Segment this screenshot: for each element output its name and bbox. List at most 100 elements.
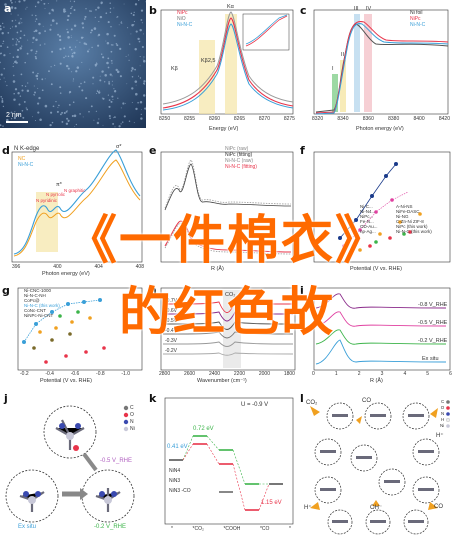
- x-axis-label: R (Å): [211, 266, 224, 272]
- annotation: IV: [366, 6, 372, 12]
- tick: 2400: [208, 371, 221, 377]
- legend-item: Ni-N-C (this work): [24, 303, 60, 308]
- tick: 8265: [233, 116, 246, 122]
- panel-k: k U = -0.9 V 0.41 eV 0.72 eV 1.15 eV NiN…: [149, 392, 297, 537]
- panel-label-g: g: [2, 284, 10, 297]
- tof-chart-f: [313, 151, 451, 263]
- legend-item: NiNPc-Ni-CNT: [24, 313, 54, 318]
- stem-image: [0, 0, 146, 128]
- annotation: CO₂: [225, 292, 236, 298]
- state-label: -0.2 V_RHE: [94, 524, 127, 530]
- legend-item: Ni-NG: [396, 214, 409, 219]
- legend-item: O: [130, 412, 134, 418]
- legend-item: NiN3 -CO: [169, 488, 191, 494]
- legend-item: Ni-N-C: [177, 22, 193, 28]
- legend-item: Ni-N-C (fitting): [225, 164, 257, 170]
- tick: 8250: [159, 116, 171, 122]
- legend-item: Ni-N-C (raw): [225, 158, 254, 164]
- x-axis-label: Potential (V vs. RHE): [40, 378, 92, 384]
- overlay-title-line2: 的红色故: [118, 282, 335, 343]
- legend-item: A-Ni-NS: [396, 204, 413, 209]
- panel-label-k: k: [149, 392, 157, 405]
- legend-item: O: [440, 405, 445, 410]
- ir-chart: [160, 287, 296, 371]
- legend-item: Ni-C...: [360, 204, 373, 209]
- legend-item: Ni-N-C: [410, 22, 426, 28]
- panel-h: h CO₂ CO -0.7V -0.6V -0.5V -0.4V -0.3V -…: [149, 282, 297, 388]
- xanes-chart: [313, 9, 449, 115]
- tick: -1.0: [121, 371, 130, 377]
- xes-chart: [160, 9, 294, 115]
- legend-item: NC: [18, 156, 26, 162]
- free-energy-diagram: [164, 397, 294, 525]
- panel-c: c Ni foil NiPc Ni-N-C I II III IV 8320 8…: [300, 0, 454, 140]
- legend-c: Ni foil NiPc Ni-N-C: [410, 10, 425, 28]
- legend-f-left: Ni-C... Ni-N4... NiPc... Fe-N... OD-Au..…: [360, 204, 378, 234]
- legend-d: NC Ni-N-C: [18, 156, 33, 168]
- legend-item: Ni-N4...: [360, 209, 376, 214]
- species-label: CO: [434, 504, 443, 510]
- panel-l: l CO₂ CO H⁺ H⁺ OH⁻ CO C O: [300, 392, 454, 537]
- panel-g: g Ni-CNC-1000 Ni-N-C-NH CoPc@ Ni-N-C (th…: [0, 282, 146, 388]
- species-label: OH⁻: [370, 505, 383, 511]
- exafs-chart: [160, 151, 294, 263]
- x-ticks-c: 8320 8340 8360 8380 8400 8420: [312, 116, 450, 122]
- annotation: CO: [255, 292, 264, 298]
- legend-item: C: [130, 405, 134, 411]
- legend-item: NiPc: [410, 16, 421, 22]
- tick: 8400: [413, 116, 425, 122]
- potential-label: -0.5V: [165, 318, 177, 324]
- legend-f: A-Ni-NS NiFe-DASC Ni-NG C-Zn-Ni ZIF-8 Ni…: [396, 204, 432, 234]
- legend-item: Fe-N...: [360, 219, 374, 224]
- step-label: *CO₂: [192, 526, 204, 532]
- step-label: *COOH: [223, 526, 241, 532]
- panel-label-d: d: [2, 144, 10, 157]
- species-label: CO₂: [306, 400, 318, 406]
- reaction-mechanism: [310, 400, 450, 535]
- panel-f: f A-Ni-NS NiFe-DASC Ni-NG C-Zn-Ni ZIF-8 …: [300, 142, 454, 280]
- tick: 2200: [233, 371, 246, 377]
- energy-value: 0.41 eV: [167, 444, 188, 450]
- species-label: CO: [362, 398, 371, 404]
- tick: 408: [135, 264, 144, 270]
- annotation: Kα: [227, 4, 234, 10]
- legend-item: N: [130, 419, 134, 425]
- x-ticks-b: 8250 8255 8260 8265 8270 8275: [159, 116, 295, 122]
- tick: 1: [334, 371, 338, 377]
- tick: 4: [403, 371, 407, 377]
- x-ticks-i: 0 1 2 3 4 5 6: [312, 371, 452, 377]
- panel-label-a: a: [4, 2, 12, 15]
- species-label: H⁺: [304, 505, 312, 511]
- step-label: *: [289, 526, 291, 532]
- tick: 6: [449, 371, 452, 377]
- legend-item: NiPc (this work): [396, 224, 428, 229]
- chart-title: U = -0.9 V: [241, 402, 269, 408]
- tick: 5: [426, 371, 430, 377]
- tick: 0: [312, 371, 315, 377]
- annotation: -0.2 V_RHE: [418, 338, 448, 344]
- energy-value: 0.72 eV: [193, 426, 214, 432]
- state-label: Ex situ: [18, 524, 37, 530]
- legend-item: Ni-N-C: [18, 162, 34, 168]
- panel-label-h: h: [149, 284, 157, 297]
- x-ticks-g: -0.2 -0.4 -0.6 -0.8 -1.0: [20, 371, 130, 377]
- legend-item: CoPc@: [24, 298, 40, 303]
- legend-g: Ni-CNC-1000 Ni-N-C-NH CoPc@ Ni-N-C (this…: [24, 288, 60, 318]
- legend-item: C: [441, 399, 445, 404]
- panel-d: d N K-edge NC Ni-N-C σ* π* N pyridinic N…: [0, 142, 146, 280]
- annotation: σ*: [116, 144, 122, 150]
- x-ticks-d: 396 400 404 408: [12, 264, 144, 270]
- chart-title: N K-edge: [14, 146, 40, 152]
- potential-label: -0.6V: [165, 308, 177, 314]
- legend-dots-l: [446, 400, 450, 428]
- panel-a: a 2 nm: [0, 0, 146, 128]
- nexafs-chart: [11, 149, 143, 263]
- panel-label-i: i: [300, 284, 304, 297]
- annotation: Kβ: [171, 66, 178, 72]
- legend-item: NiFe-DASC: [396, 209, 420, 214]
- panel-label-l: l: [300, 392, 304, 405]
- x-axis-label: Wavenumber (cm⁻¹): [197, 378, 247, 384]
- tick: 2: [357, 371, 361, 377]
- legend-j: C O N Ni: [130, 405, 135, 433]
- legend-item: NiO: [177, 16, 186, 22]
